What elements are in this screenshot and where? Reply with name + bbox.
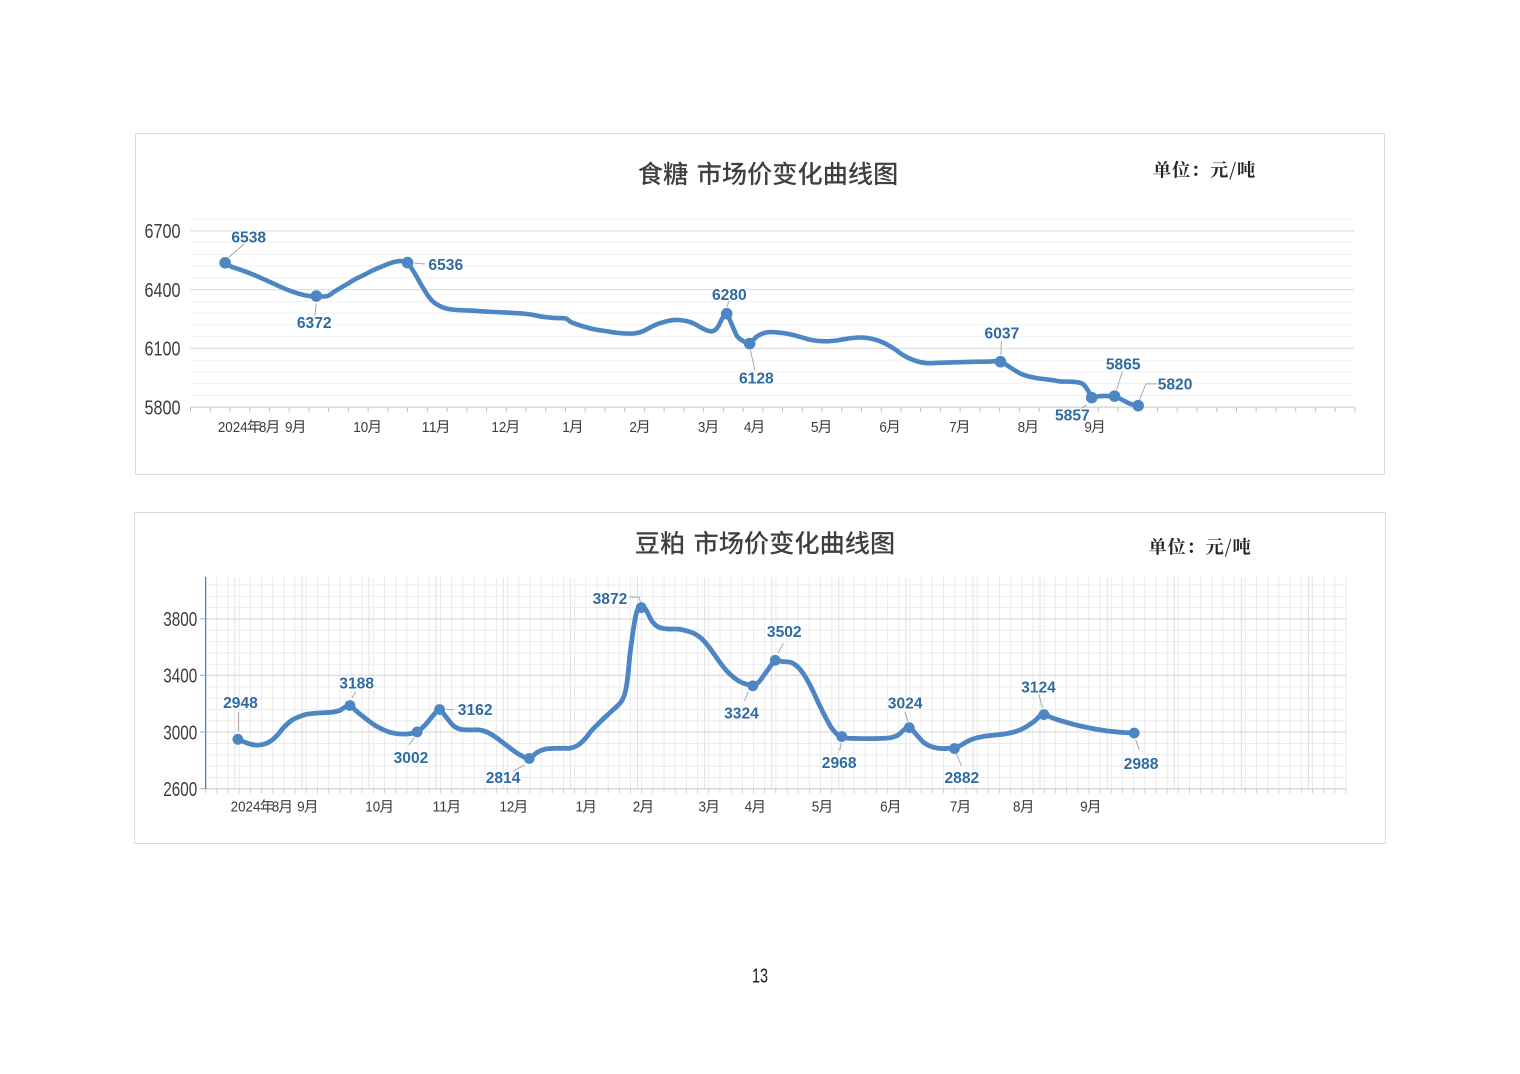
svg-text:4: 4 [744, 420, 752, 436]
svg-text:7: 7 [949, 420, 957, 436]
svg-text:2988: 2988 [1123, 755, 1158, 772]
svg-text:2882: 2882 [944, 769, 979, 786]
svg-text:1: 1 [575, 799, 583, 815]
svg-text:6372: 6372 [297, 315, 332, 332]
svg-text:5820: 5820 [1158, 376, 1193, 393]
svg-text:3324: 3324 [724, 705, 759, 722]
svg-text:3024: 3024 [887, 695, 922, 712]
svg-text:7: 7 [949, 799, 957, 815]
svg-text:8: 8 [259, 420, 267, 436]
svg-text:3: 3 [698, 799, 706, 815]
svg-text:3124: 3124 [1021, 679, 1056, 696]
svg-text:3162: 3162 [457, 702, 492, 719]
svg-text:8: 8 [271, 799, 279, 815]
svg-text:6280: 6280 [712, 287, 747, 304]
svg-text:6: 6 [880, 799, 888, 815]
svg-text:6538: 6538 [232, 229, 267, 246]
svg-text:3188: 3188 [339, 675, 374, 692]
svg-text:2948: 2948 [223, 695, 258, 712]
svg-text:2: 2 [632, 799, 640, 815]
svg-text:5865: 5865 [1106, 356, 1141, 373]
svg-text:5800: 5800 [145, 397, 181, 419]
svg-text:11: 11 [422, 420, 437, 436]
svg-text:9: 9 [297, 799, 305, 815]
svg-text:2024: 2024 [218, 420, 248, 436]
svg-text:12: 12 [492, 420, 507, 436]
svg-text:1: 1 [562, 420, 570, 436]
svg-text:10: 10 [354, 420, 369, 436]
svg-text:6100: 6100 [145, 338, 181, 360]
svg-text:12: 12 [499, 799, 514, 815]
svg-text:8: 8 [1013, 799, 1021, 815]
svg-text:6400: 6400 [145, 280, 181, 302]
svg-text:2814: 2814 [485, 769, 520, 786]
svg-text:2: 2 [630, 420, 638, 436]
svg-text:10: 10 [365, 799, 380, 815]
svg-text:3000: 3000 [163, 722, 197, 744]
svg-text:3002: 3002 [393, 750, 428, 767]
svg-text:5: 5 [811, 799, 819, 815]
svg-text:5857: 5857 [1055, 407, 1090, 424]
svg-text:3502: 3502 [766, 624, 801, 641]
svg-text:3400: 3400 [163, 665, 197, 687]
svg-text:9: 9 [1085, 420, 1093, 436]
svg-text:3872: 3872 [592, 591, 627, 608]
svg-text:6128: 6128 [739, 370, 774, 387]
svg-text:11: 11 [432, 799, 447, 815]
svg-text:8: 8 [1018, 420, 1026, 436]
svg-text:6037: 6037 [985, 325, 1020, 342]
svg-text:5: 5 [811, 420, 819, 436]
svg-text:2600: 2600 [163, 779, 197, 801]
svg-text:4: 4 [744, 799, 752, 815]
svg-text:2024: 2024 [230, 799, 260, 815]
svg-text:13: 13 [752, 966, 768, 988]
svg-text:3: 3 [698, 420, 706, 436]
svg-text:6700: 6700 [145, 221, 181, 243]
svg-text:6: 6 [880, 420, 888, 436]
svg-text:3800: 3800 [163, 609, 197, 631]
svg-text:6536: 6536 [429, 257, 464, 274]
svg-text:9: 9 [1080, 799, 1088, 815]
svg-text:9: 9 [285, 420, 293, 436]
svg-text:2968: 2968 [821, 755, 856, 772]
